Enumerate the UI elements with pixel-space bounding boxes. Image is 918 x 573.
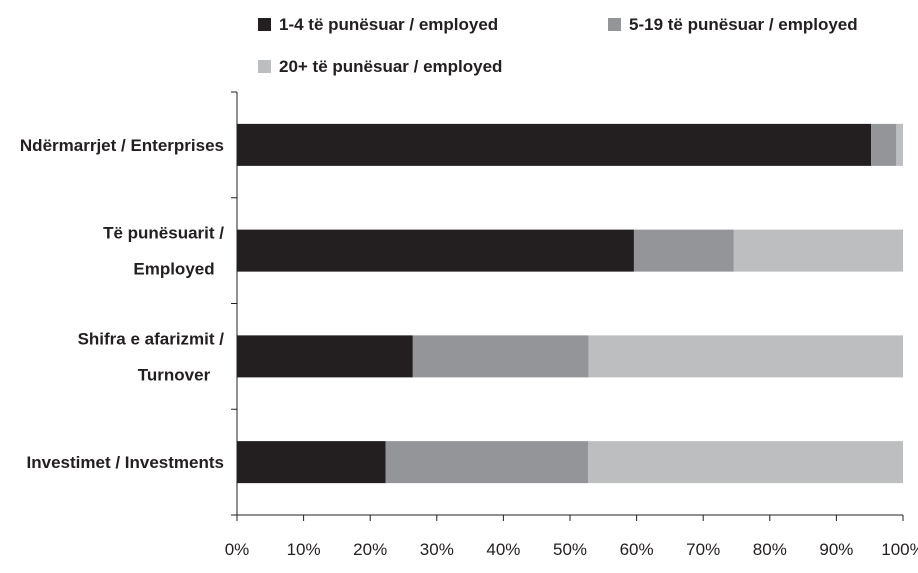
legend-label: 5-19 të punësuar / employed	[629, 15, 858, 34]
legend-item: 1-4 të punësuar / employed	[258, 15, 498, 34]
bar-segment	[733, 229, 903, 272]
bar-segment	[237, 441, 386, 484]
legend: 1-4 të punësuar / employed 5-19 të punësu…	[258, 15, 858, 76]
x-tick-label: 60%	[620, 540, 654, 559]
category-label: Investimet / Investments	[27, 453, 224, 472]
legend-label: 20+ të punësuar / employed	[279, 57, 502, 76]
legend-item: 20+ të punësuar / employed	[258, 57, 502, 76]
legend-swatch	[258, 60, 271, 73]
axes: 0% 10% 20% 30% 40% 50% 60% 70% 80% 90% 100%	[225, 91, 918, 559]
x-tick-label: 20%	[353, 540, 387, 559]
x-tick-label: 0%	[225, 540, 250, 559]
bar-segment	[587, 441, 903, 484]
x-tick-label: 70%	[686, 540, 720, 559]
x-tick-label: 100%	[881, 540, 918, 559]
category-label: Turnover	[138, 365, 211, 384]
bar-segment	[385, 441, 588, 484]
bar-segment	[412, 335, 589, 378]
x-tick-label: 90%	[819, 540, 853, 559]
category-label: Të punësuarit /	[103, 224, 224, 243]
x-tick-label: 30%	[420, 540, 454, 559]
bars	[237, 123, 903, 484]
bar-segment	[588, 335, 903, 378]
x-tick-label: 10%	[287, 540, 321, 559]
legend-swatch	[258, 18, 271, 31]
x-tick-label: 80%	[753, 540, 787, 559]
bar-segment	[237, 335, 413, 378]
legend-label: 1-4 të punësuar / employed	[279, 15, 498, 34]
bar-segment	[633, 229, 734, 272]
category-labels: Ndërmarrjet / Enterprises Të punësuarit /…	[20, 136, 224, 472]
category-label: Employed	[133, 260, 214, 279]
x-tick-label: 40%	[486, 540, 520, 559]
bar-segment	[237, 123, 872, 166]
legend-swatch	[608, 18, 621, 31]
bar-segment	[237, 229, 634, 272]
bar-segment	[896, 123, 903, 166]
x-tick-label: 50%	[553, 540, 587, 559]
legend-item: 5-19 të punësuar / employed	[608, 15, 858, 34]
category-label: Shifra e afarizmit /	[78, 329, 225, 348]
bar-segment	[871, 123, 897, 166]
category-label: Ndërmarrjet / Enterprises	[20, 136, 224, 155]
